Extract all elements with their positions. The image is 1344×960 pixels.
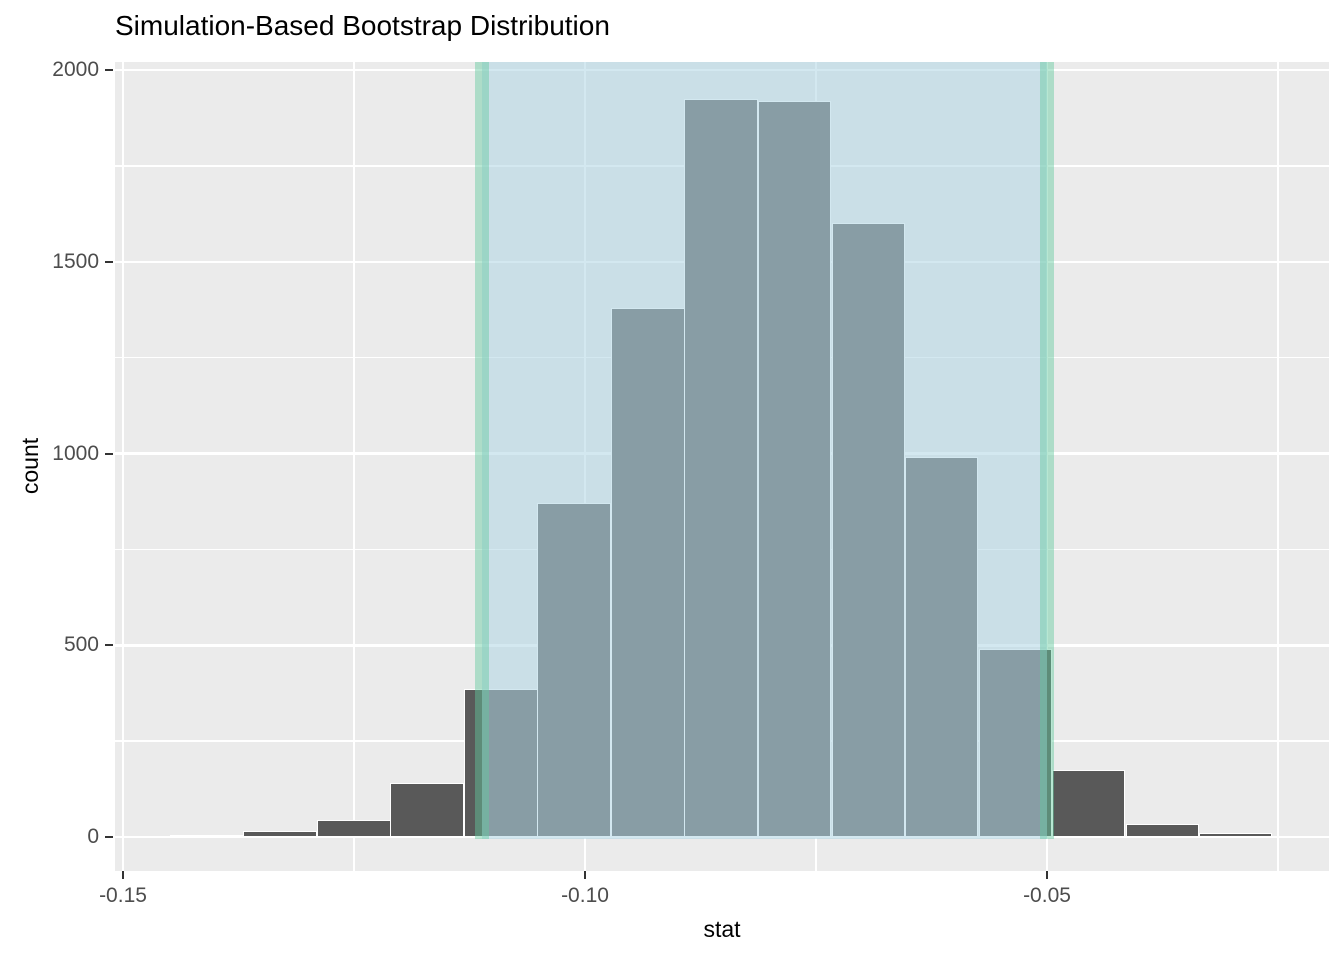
x-tick-mark	[1046, 871, 1048, 879]
ci-shade-region	[481, 62, 1047, 839]
x-tick-label: -0.05	[1023, 884, 1071, 907]
x-minor-gridline	[1277, 62, 1279, 871]
chart-title: Simulation-Based Bootstrap Distribution	[115, 10, 610, 41]
y-tick-mark	[105, 69, 113, 71]
x-axis-label: stat	[703, 916, 741, 942]
histogram-bar	[1125, 823, 1200, 837]
histogram-bar	[317, 819, 391, 837]
histogram-bar	[390, 783, 464, 837]
x-minor-gridline	[353, 62, 355, 871]
x-major-gridline	[1045, 62, 1049, 871]
y-tick-mark	[105, 260, 113, 263]
y-tick-label: 1000	[52, 441, 99, 465]
y-tick-label: 500	[63, 633, 99, 657]
y-tick-label: 1500	[52, 249, 99, 273]
histogram-bar	[1051, 769, 1126, 837]
y-tick-mark	[105, 452, 113, 455]
x-tick-label: -0.15	[99, 884, 147, 907]
y-tick-label: 0	[87, 825, 99, 848]
histogram-bar	[1198, 833, 1273, 837]
plot-panel	[115, 62, 1329, 871]
histogram-bar	[243, 831, 317, 837]
ci-line-lower	[474, 62, 489, 839]
y-tick-label: 2000	[52, 58, 99, 81]
x-tick-label: -0.10	[561, 884, 609, 907]
y-axis-label: count	[17, 437, 43, 495]
x-tick-mark	[122, 871, 124, 879]
x-major-gridline	[121, 62, 125, 871]
histogram-bar	[170, 834, 244, 837]
y-tick-mark	[105, 836, 113, 838]
ci-line-upper	[1040, 62, 1054, 839]
y-tick-mark	[105, 644, 113, 647]
x-tick-mark	[584, 871, 586, 879]
